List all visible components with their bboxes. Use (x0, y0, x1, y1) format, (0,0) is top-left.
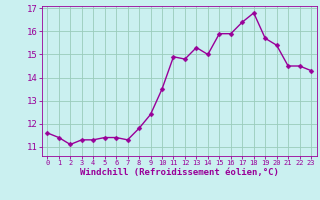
X-axis label: Windchill (Refroidissement éolien,°C): Windchill (Refroidissement éolien,°C) (80, 168, 279, 177)
